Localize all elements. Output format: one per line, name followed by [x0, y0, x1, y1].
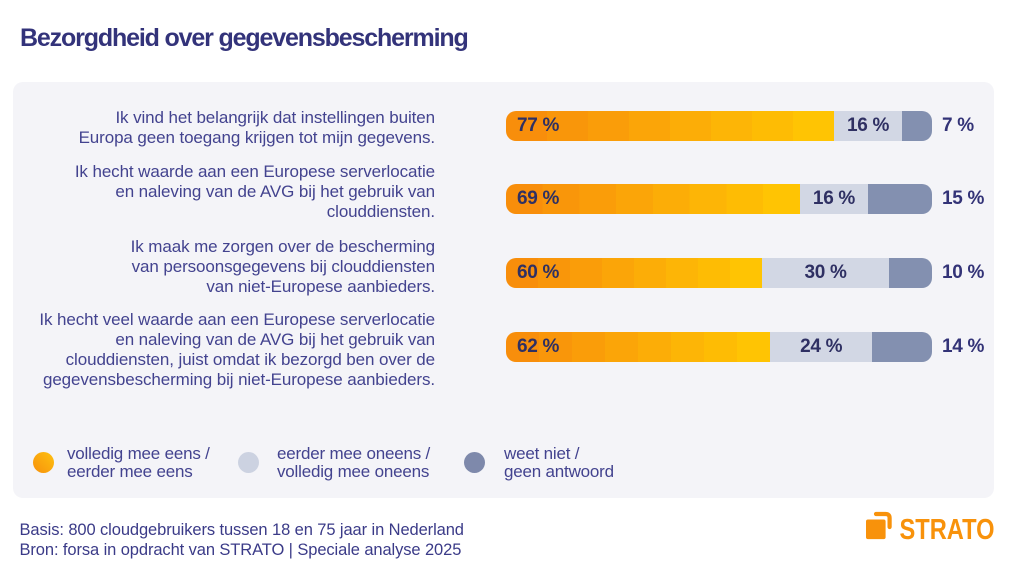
svg-text:STRATO: STRATO	[900, 513, 995, 546]
